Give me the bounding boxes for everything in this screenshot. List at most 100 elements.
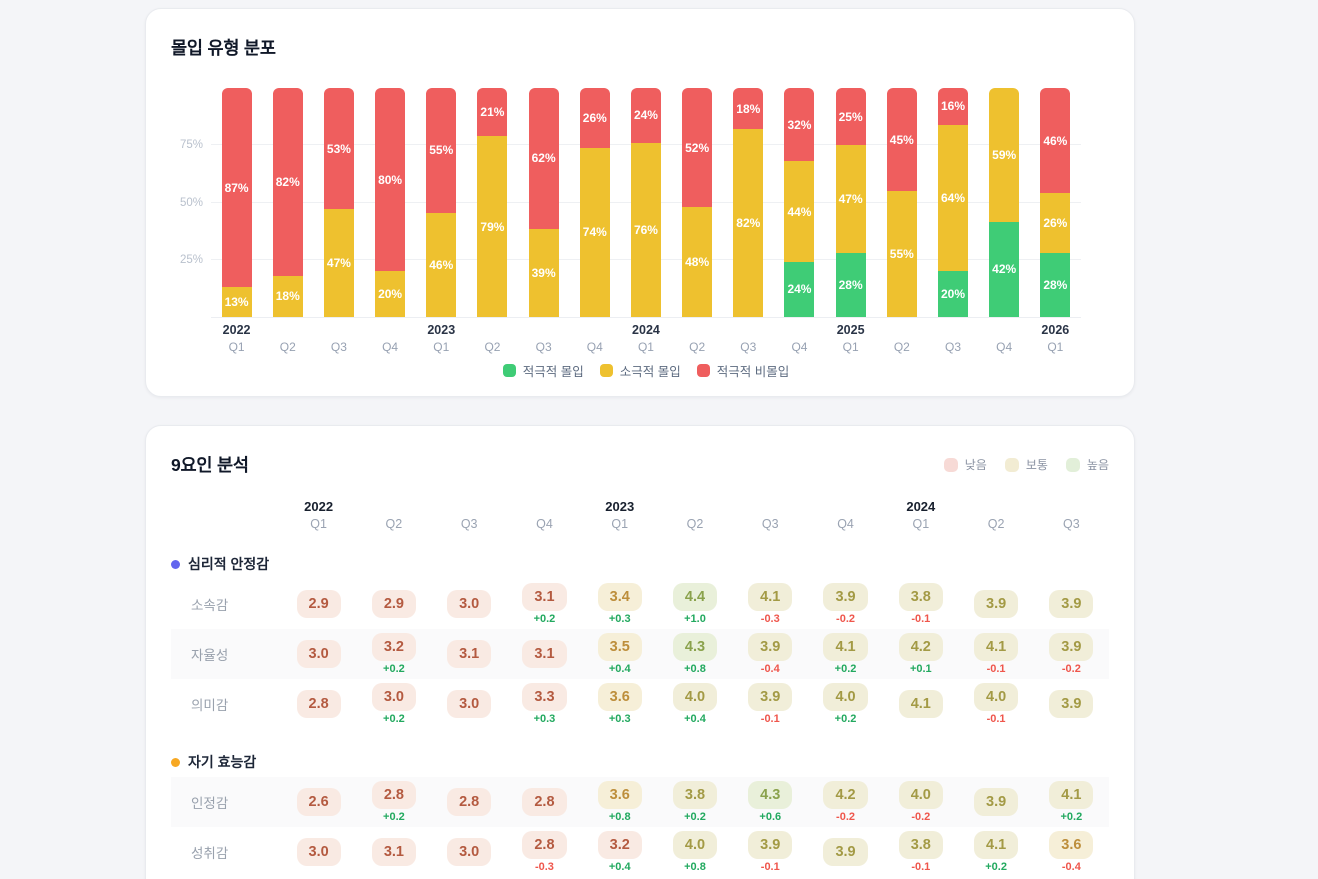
bar-segment[interactable]: 25%	[835, 88, 866, 146]
column-header: Q3	[1034, 499, 1109, 531]
value-cell: 4.2 -0.2	[808, 781, 883, 823]
bar-segment[interactable]: 28%	[835, 252, 866, 317]
x-axis-quarter-label: Q4	[586, 340, 603, 354]
bar-segment[interactable]: 80%	[375, 88, 406, 272]
column-header: 2024 Q1	[883, 499, 958, 531]
bar-segment[interactable]: 32%	[784, 88, 815, 162]
bar-segment[interactable]: 20%	[937, 271, 968, 317]
bar-segment[interactable]: 18%	[733, 88, 764, 130]
value-chip: 3.9	[823, 838, 868, 866]
bar-segment[interactable]: 74%	[579, 147, 610, 317]
value-cell: 3.8 -0.1	[883, 583, 958, 625]
x-axis-tick: Q2	[467, 323, 518, 354]
value-chip: 3.0	[371, 683, 416, 711]
x-axis-year-label	[313, 323, 364, 338]
bar-segment[interactable]: 59%	[989, 88, 1020, 222]
bar-slot: 16% 64% 20%	[927, 88, 978, 317]
bar-segment[interactable]: 47%	[323, 209, 354, 317]
value-cell: 3.6 -0.4	[1034, 831, 1109, 873]
bar-segment[interactable]: 53%	[323, 88, 354, 210]
value-chip: 3.9	[974, 788, 1019, 816]
bar-segment[interactable]: 79%	[477, 136, 508, 317]
section-title: 자기 효능감	[188, 754, 257, 770]
x-axis-tick: 2023 Q1	[416, 323, 467, 354]
bar-segment-label: 42%	[992, 262, 1017, 277]
bar-segment-label: 46%	[429, 257, 454, 272]
x-axis-tick: Q2	[876, 323, 927, 354]
value-delta: +0.8	[684, 860, 706, 873]
column-quarter-label: Q2	[686, 517, 704, 531]
column-year-label	[657, 499, 732, 515]
value-chip: 4.1	[1049, 781, 1094, 809]
bar-segment-label: 53%	[326, 141, 351, 156]
value-delta: +0.2	[985, 860, 1007, 873]
y-axis-tick-label: 25%	[179, 253, 203, 266]
legend-swatch-icon	[696, 364, 710, 377]
bar-segment[interactable]: 64%	[937, 124, 968, 272]
bar-segment[interactable]: 46%	[1040, 88, 1071, 194]
bar-segment[interactable]: 82%	[272, 88, 303, 276]
value-chip: 3.9	[1049, 590, 1094, 618]
bar-segment[interactable]: 21%	[477, 88, 508, 137]
bar-segment[interactable]: 52%	[682, 88, 713, 208]
bar-segment[interactable]: 55%	[886, 191, 917, 317]
legend-label: 적극적 비몰입	[716, 365, 790, 379]
value-cell: 3.1	[356, 838, 431, 866]
bar-segment[interactable]: 13%	[221, 287, 252, 317]
bar-segment[interactable]: 62%	[528, 88, 559, 229]
bar-segment[interactable]: 76%	[630, 142, 661, 317]
bar-segment[interactable]: 42%	[989, 221, 1020, 317]
bar-segment-label: 24%	[787, 282, 812, 297]
x-axis-year-label	[365, 323, 416, 338]
bar-segment[interactable]: 47%	[835, 145, 866, 253]
column-quarter-label: Q2	[987, 517, 1005, 531]
bar-segment[interactable]: 39%	[528, 228, 559, 317]
value-delta: +0.2	[383, 712, 405, 725]
bar-segment[interactable]: 20%	[375, 271, 406, 317]
bar-segment[interactable]: 45%	[886, 88, 917, 192]
bar-segment[interactable]: 46%	[426, 212, 457, 317]
x-axis-quarter-label: Q3	[740, 340, 757, 354]
bar-segment[interactable]: 24%	[784, 262, 815, 317]
level-legend-item: 높음	[1065, 456, 1109, 473]
column-quarter-label: Q1	[310, 517, 327, 531]
bar-segment[interactable]: 26%	[1040, 193, 1071, 253]
value-cell: 2.8	[432, 788, 507, 816]
value-chip: 2.6	[296, 788, 341, 816]
bar-segment[interactable]: 24%	[630, 88, 661, 143]
bar-segment[interactable]: 44%	[784, 161, 815, 263]
bar-segment[interactable]: 82%	[733, 129, 764, 317]
value-chip: 3.1	[447, 640, 492, 668]
bar-slot: 26% 74%	[569, 88, 620, 317]
x-axis-tick: Q4	[979, 323, 1030, 354]
bar-segment-label: 20%	[940, 287, 965, 302]
x-axis-year-label	[774, 323, 825, 338]
bar-segment[interactable]: 55%	[426, 88, 457, 213]
legend-item[interactable]: 소극적 몰입	[599, 361, 681, 380]
value-delta: +0.2	[533, 612, 556, 625]
value-chip: 3.8	[672, 781, 718, 809]
stacked-bar: 46% 26% 28%	[1040, 88, 1071, 317]
value-chip: 4.1	[823, 633, 868, 661]
bar-segment[interactable]: 87%	[221, 88, 252, 288]
value-chip: 4.0	[898, 781, 943, 809]
legend-item[interactable]: 적극적 몰입	[502, 361, 584, 380]
legend-swatch-icon	[599, 364, 613, 377]
x-axis-year-label	[927, 323, 978, 338]
bar-segment[interactable]: 28%	[1040, 252, 1071, 317]
x-axis-tick: Q4	[774, 323, 825, 354]
bar-segment[interactable]: 48%	[682, 207, 713, 317]
bar-segment[interactable]: 16%	[937, 88, 968, 125]
bar-segment[interactable]: 26%	[579, 88, 610, 148]
value-delta: +0.2	[383, 810, 405, 823]
x-axis-tick: 2026 Q1	[1030, 323, 1081, 354]
legend-label: 소극적 몰입	[619, 365, 681, 379]
legend-item[interactable]: 적극적 비몰입	[696, 361, 790, 380]
value-delta: -0.1	[986, 662, 1006, 675]
value-cell: 4.1 +0.2	[808, 633, 883, 675]
value-chip: 3.1	[371, 838, 416, 866]
value-chip: 3.9	[748, 831, 793, 859]
column-quarter-label: Q4	[536, 517, 553, 531]
value-chip: 4.4	[672, 583, 718, 611]
bar-segment[interactable]: 18%	[272, 275, 303, 317]
